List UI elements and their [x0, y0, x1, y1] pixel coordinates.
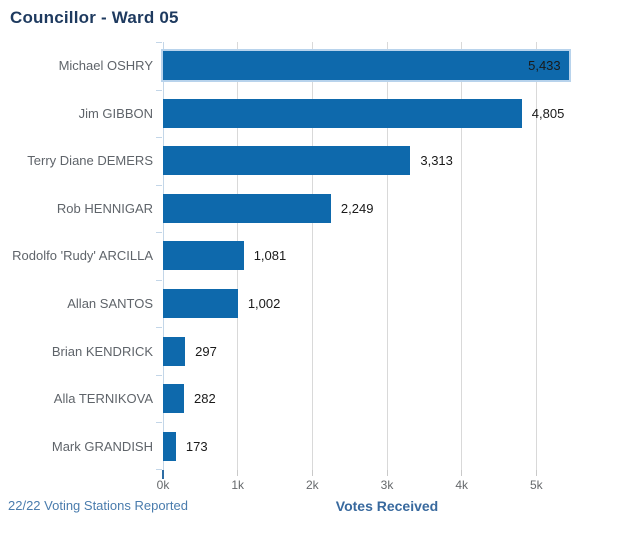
x-axis-tick: [162, 470, 164, 479]
category-label: Allan SANTOS: [67, 296, 153, 312]
x-tick-label: 5k: [529, 478, 543, 492]
x-tick-label: 0k: [156, 478, 170, 492]
bar-row: 173: [163, 422, 611, 470]
chart-title: Councillor - Ward 05: [10, 8, 179, 27]
bar-row: 297: [163, 327, 611, 375]
x-axis-tick: [311, 470, 313, 476]
y-axis-tick: [156, 137, 162, 138]
category-label: Mark GRANDISH: [51, 438, 153, 454]
y-axis-tick: [156, 90, 162, 91]
value-label: 4,805: [531, 105, 565, 121]
x-axis-tick: [461, 470, 463, 476]
category-label: Brian KENDRICK: [51, 343, 153, 359]
bar[interactable]: 5,433: [161, 49, 571, 83]
category-label: Rob HENNIGAR: [56, 200, 153, 216]
category-label: Michael OSHRY: [58, 58, 153, 74]
bar-row: 2,249: [163, 185, 611, 233]
y-axis-tick: [156, 469, 162, 470]
value-label: 282: [194, 391, 216, 407]
y-axis-tick: [156, 375, 162, 376]
bar-row: 1,081: [163, 232, 611, 280]
category-label: Terry Diane DEMERS: [27, 153, 153, 169]
y-axis-tick: [156, 422, 162, 423]
bar[interactable]: [163, 98, 522, 128]
bar[interactable]: [163, 146, 411, 176]
y-axis-tick: [156, 42, 162, 43]
bar-row: 5,433: [161, 42, 611, 90]
y-axis-tick: [156, 327, 162, 328]
value-label: 1,002: [247, 296, 281, 312]
x-axis-tick: [535, 470, 537, 476]
x-axis: 0k 1k 2k 3k 4k 5k: [157, 470, 611, 502]
value-label: 5,433: [528, 58, 561, 74]
y-axis-tick: [156, 232, 162, 233]
bar-row: 282: [163, 375, 611, 423]
bar[interactable]: [163, 431, 176, 461]
voting-stations-status: 22/22 Voting Stations Reported: [8, 498, 188, 513]
value-label: 2,249: [340, 200, 374, 216]
bar-row: 3,313: [163, 137, 611, 185]
value-label: 3,313: [420, 153, 453, 169]
bar[interactable]: [163, 289, 238, 319]
bar-row: 4,805: [163, 90, 611, 138]
gridline: [461, 42, 463, 470]
x-axis-tick: [237, 470, 239, 476]
bar[interactable]: [163, 384, 185, 414]
category-label: Rodolfo 'Rudy' ARCILLA: [12, 248, 153, 264]
bar[interactable]: [163, 336, 186, 366]
category-label: Alla TERNIKOVA: [53, 391, 153, 407]
x-tick-label: 3k: [380, 478, 394, 492]
x-axis-title: Votes Received: [335, 498, 439, 514]
gridline: [311, 42, 313, 470]
gridline: [535, 42, 537, 470]
x-tick-label: 2k: [305, 478, 319, 492]
value-label: 297: [195, 343, 217, 359]
category-axis-labels: Michael OSHRY Jim GIBBON Terry Diane DEMER…: [0, 42, 163, 470]
plot-area: 5,433 4,805 3,313 2,249 1,081 1,002 297 282 173: [156, 42, 611, 470]
y-axis-tick: [156, 280, 162, 281]
x-tick-label: 4k: [455, 478, 468, 492]
bar-row: 1,002: [163, 280, 611, 328]
x-tick-label: 1k: [231, 478, 244, 492]
y-axis-tick: [156, 185, 162, 186]
gridline: [386, 42, 388, 470]
category-label: Jim GIBBON: [78, 105, 153, 121]
bar[interactable]: [163, 193, 331, 223]
x-axis-tick: [386, 470, 388, 476]
value-label: 1,081: [253, 248, 287, 264]
value-label: 173: [185, 438, 208, 454]
bar[interactable]: [163, 241, 244, 271]
